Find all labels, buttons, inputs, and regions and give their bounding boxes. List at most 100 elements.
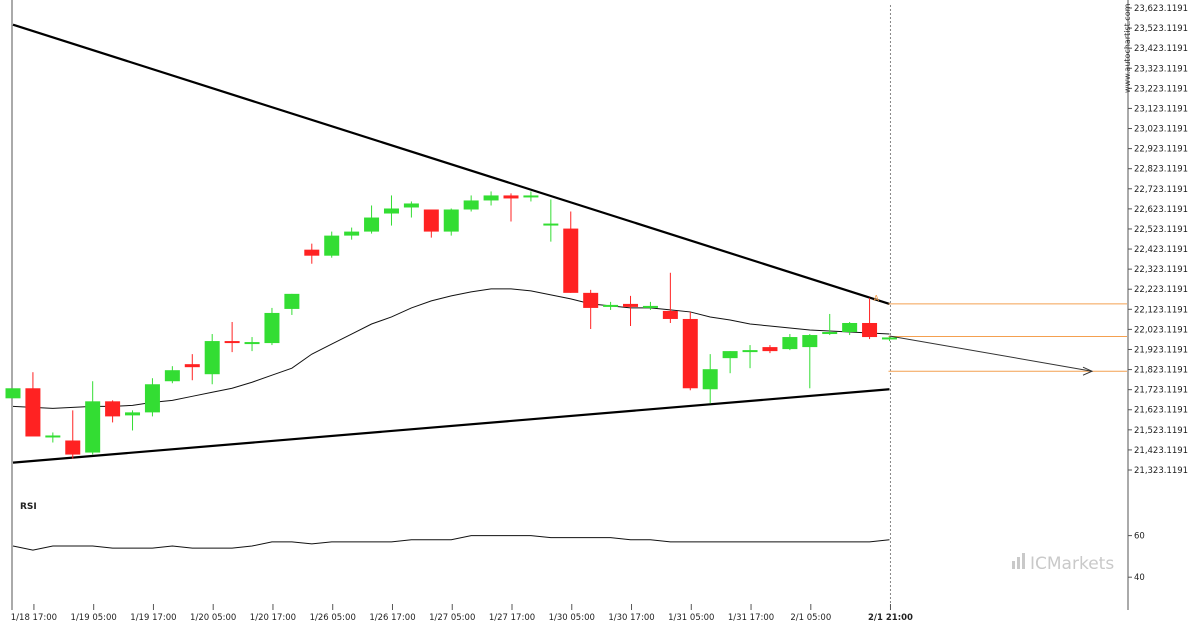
candle (842, 321, 858, 336)
candle-body (184, 364, 200, 368)
x-tick-label: 1/20 05:00 (190, 613, 236, 623)
x-tick-label: 1/30 17:00 (608, 613, 654, 623)
candle-body (722, 351, 738, 359)
candle (125, 410, 141, 431)
x-tick-label: 1/19 05:00 (71, 613, 117, 623)
candle (722, 351, 738, 374)
candle-body (284, 293, 300, 309)
candle (862, 297, 878, 340)
x-tick-label: 1/31 17:00 (728, 613, 774, 623)
forecast-arrow-head (1082, 366, 1094, 376)
candle-body (583, 292, 599, 308)
candle (304, 243, 320, 264)
candle-body (762, 347, 778, 352)
triangle-pattern (12, 23, 890, 464)
candle-body (662, 310, 678, 319)
candle (105, 400, 121, 423)
y-tick-label: 21,923.1191 (1134, 345, 1188, 355)
candle (543, 199, 559, 242)
y-tick-label: 22,723.1191 (1134, 185, 1188, 195)
candle-body (782, 337, 798, 350)
level-marker: A (873, 294, 879, 303)
candle-body (881, 337, 897, 340)
triangle-lower-line (12, 388, 890, 464)
candle-body (324, 235, 340, 256)
y-tick-label: 23,023.1191 (1134, 125, 1188, 135)
candle-body (742, 350, 758, 353)
y-tick-label: 22,323.1191 (1134, 265, 1188, 275)
candle (583, 289, 599, 330)
y-tick-label: 21,723.1191 (1134, 386, 1188, 396)
candle (164, 366, 180, 384)
candle (244, 337, 260, 352)
candle (423, 209, 439, 238)
candle (603, 301, 619, 310)
candle (5, 388, 21, 399)
candle (204, 334, 220, 385)
candle (822, 313, 838, 336)
candle-body (65, 440, 81, 455)
candle (742, 345, 758, 369)
candle (642, 301, 658, 310)
candle (523, 191, 539, 202)
candle (483, 191, 499, 206)
candle-body (842, 322, 858, 333)
candle (45, 432, 61, 443)
candle-body (144, 384, 160, 413)
x-tick-label: 1/26 05:00 (310, 613, 356, 623)
x-tick-label: 1/18 17:00 (11, 613, 57, 623)
candle-body (25, 388, 41, 437)
horizontal-levels: A (873, 294, 1127, 376)
price-axis: 23,623.1191 23,523.1191 23,423.1191 23,323.… (1128, 4, 1188, 583)
y-tick-label: 22,423.1191 (1134, 245, 1188, 255)
candle-body (463, 200, 479, 210)
candle (284, 293, 300, 315)
candle-body (623, 303, 639, 307)
x-tick-label: 2/1 21:00 (868, 613, 913, 623)
candle-body (224, 341, 240, 344)
candle (782, 334, 798, 351)
y-tick-label: 21,323.1191 (1134, 466, 1188, 476)
candle (802, 334, 818, 389)
y-tick-label: 22,923.1191 (1134, 145, 1188, 155)
candle-body (204, 341, 220, 375)
y-tick-label: 22,823.1191 (1134, 165, 1188, 175)
brand-bar (1012, 561, 1015, 569)
candle-body (304, 249, 320, 256)
candle-body (45, 435, 61, 438)
candle-body (105, 401, 121, 417)
y-tick-label: 23,223.1191 (1134, 84, 1188, 94)
brand-bar (1022, 553, 1025, 569)
candle-body (802, 335, 818, 348)
x-tick-label: 1/20 17:00 (250, 613, 296, 623)
x-tick-label: 2/1 05:00 (790, 613, 831, 623)
candle-body (423, 209, 439, 232)
candle-body (682, 318, 698, 389)
candle (324, 231, 340, 258)
moving-average-line (12, 288, 890, 409)
candle-body (603, 304, 619, 307)
brand-bar (1017, 557, 1020, 569)
candle-body (244, 342, 260, 345)
y-tick-label: 21,623.1191 (1134, 406, 1188, 416)
candle-body (523, 195, 539, 198)
y-tick-label: 23,423.1191 (1134, 44, 1188, 54)
candle (762, 345, 778, 354)
triangle-upper-line (12, 23, 890, 305)
candle (344, 227, 360, 240)
candle (184, 354, 200, 381)
candle-body (264, 312, 280, 344)
candle-body (383, 208, 399, 214)
candle-body (543, 223, 559, 226)
candle (85, 381, 101, 455)
candle-body (403, 203, 419, 208)
candle (65, 410, 81, 459)
y-tick-label: 22,523.1191 (1134, 225, 1188, 235)
watermark: www.autochartist.com (1123, 3, 1132, 93)
candle-body (503, 195, 519, 199)
candle-body (563, 228, 579, 293)
x-tick-label: 1/19 17:00 (130, 613, 176, 623)
x-tick-label: 1/30 05:00 (549, 613, 595, 623)
candle-body (483, 195, 499, 201)
y-tick-label: 22,623.1191 (1134, 205, 1188, 215)
